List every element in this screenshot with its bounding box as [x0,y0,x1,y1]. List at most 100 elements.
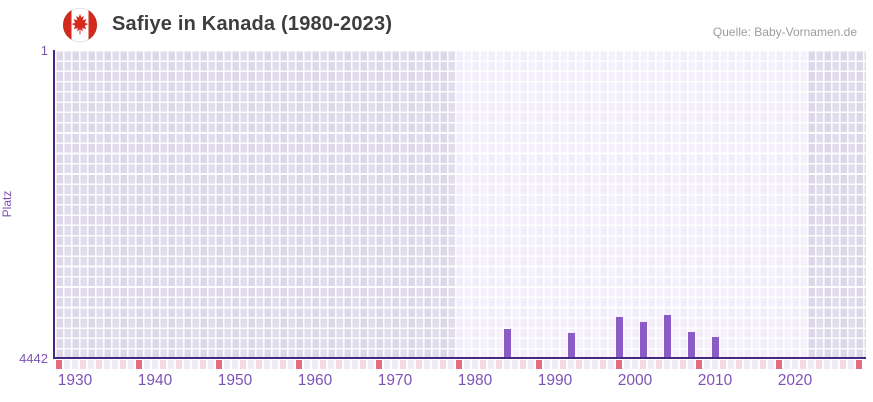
strip-cell-1950 [231,360,239,369]
strip-cell-1957 [287,360,295,369]
strip-cell-1941 [159,360,167,369]
bar-1984[interactable] [503,328,511,358]
strip-cell-2016 [759,360,767,369]
strip-cell-1933 [95,360,103,369]
y-axis-line [53,50,55,359]
strip-cell-2010 [711,360,719,369]
strip-cell-1947 [207,360,215,369]
strip-cell-1966 [359,360,367,369]
strip-cell-1932 [87,360,95,369]
strip-cell-2004 [663,360,671,369]
x-tick-1970: 1970 [377,372,413,389]
strip-cell-1936 [119,360,127,369]
bottom-year-strip [53,360,866,369]
strip-cell-2005 [671,360,679,369]
strip-cell-1955 [271,360,279,369]
strip-cell-1965 [351,360,359,369]
strip-cell-1930 [71,360,79,369]
strip-cell-2006 [679,360,687,369]
strip-cell-2012 [727,360,735,369]
strip-cell-1938 [135,360,143,369]
y-axis-tick-top: 1 [40,43,48,58]
x-tick-1940: 1940 [137,372,173,389]
strip-cell-1945 [191,360,199,369]
grid-pattern [53,50,866,358]
strip-cell-1972 [407,360,415,369]
strip-cell-1954 [263,360,271,369]
strip-cell-1958 [295,360,303,369]
strip-cell-1960 [311,360,319,369]
x-tick-1990: 1990 [537,372,573,389]
chart-title: Safiye in Kanada (1980-2023) [112,13,393,35]
strip-cell-1983 [495,360,503,369]
strip-cell-1968 [375,360,383,369]
x-tick-2000: 2000 [617,372,653,389]
strip-cell-1969 [383,360,391,369]
strip-cell-2017 [767,360,775,369]
strip-cell-2028 [855,360,863,369]
strip-cell-1937 [127,360,135,369]
strip-cell-1999 [623,360,631,369]
x-tick-1950: 1950 [217,372,253,389]
bar-2004[interactable] [663,314,671,358]
strip-cell-1991 [559,360,567,369]
x-tick-1930: 1930 [57,372,93,389]
strip-cell-2023 [815,360,823,369]
strip-cell-2027 [847,360,855,369]
strip-cell-2020 [791,360,799,369]
strip-cell-2011 [719,360,727,369]
strip-cell-2009 [703,360,711,369]
strip-cell-2008 [695,360,703,369]
strip-cell-2021 [799,360,807,369]
strip-cell-1951 [239,360,247,369]
strip-cell-1985 [511,360,519,369]
strip-cell-2018 [775,360,783,369]
strip-cell-1928 [55,360,63,369]
strip-cell-1967 [367,360,375,369]
strip-cell-2013 [735,360,743,369]
bar-2007[interactable] [687,332,695,358]
strip-cell-1981 [479,360,487,369]
strip-cell-2000 [631,360,639,369]
strip-cell-1963 [335,360,343,369]
strip-cell-1961 [319,360,327,369]
strip-cell-2007 [687,360,695,369]
strip-cell-1982 [487,360,495,369]
strip-cell-1994 [583,360,591,369]
strip-cell-2015 [751,360,759,369]
strip-cell-1984 [503,360,511,369]
strip-cell-1980 [471,360,479,369]
strip-cell-1998 [615,360,623,369]
strip-cell-1993 [575,360,583,369]
strip-cell-1959 [303,360,311,369]
x-tick-1980: 1980 [457,372,493,389]
strip-cell-1952 [247,360,255,369]
y-axis-tick-bottom: 4442 [19,351,48,366]
x-tick-2010: 2010 [697,372,733,389]
strip-cell-1942 [167,360,175,369]
strip-cell-1948 [215,360,223,369]
strip-cell-2026 [839,360,847,369]
strip-cell-1987 [527,360,535,369]
strip-cell-2014 [743,360,751,369]
strip-cell-1973 [415,360,423,369]
y-axis-title: Platz [0,190,14,218]
strip-cell-1976 [439,360,447,369]
strip-cell-2003 [655,360,663,369]
strip-cell-1975 [431,360,439,369]
x-tick-2020: 2020 [777,372,813,389]
x-tick-1960: 1960 [297,372,333,389]
strip-cell-1979 [463,360,471,369]
strip-cell-2019 [783,360,791,369]
strip-cell-2024 [823,360,831,369]
strip-cell-1944 [183,360,191,369]
strip-cell-1953 [255,360,263,369]
bar-1992[interactable] [567,332,575,358]
strip-cell-1934 [103,360,111,369]
strip-cell-1962 [327,360,335,369]
bar-1998[interactable] [615,316,623,358]
bar-2010[interactable] [711,337,719,358]
bar-2001[interactable] [639,321,647,358]
strip-cell-1995 [591,360,599,369]
